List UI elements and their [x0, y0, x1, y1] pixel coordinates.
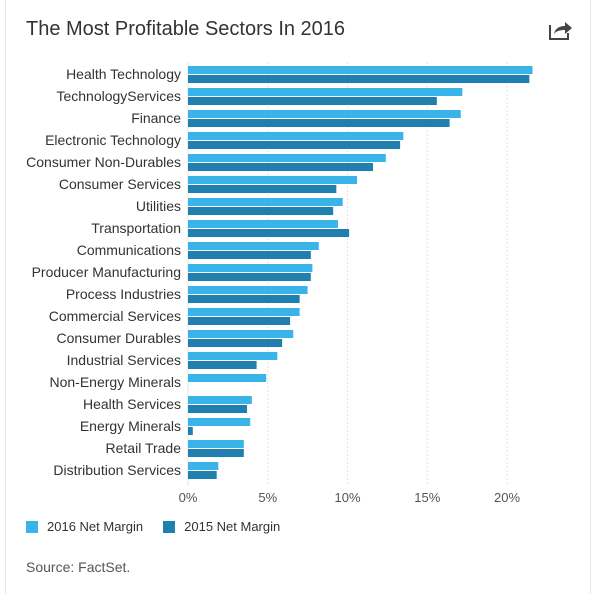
bar-chart: 0% 5% 10% 15% 20% Health Technology Technology…	[26, 62, 533, 505]
bar-2016	[188, 198, 343, 206]
bar-2016	[188, 330, 294, 338]
legend-swatch-2016	[26, 520, 38, 533]
category-label: Distribution Services	[53, 462, 181, 478]
category-label: Industrial Services	[67, 352, 181, 368]
category-label: Communications	[77, 242, 181, 258]
legend-label-2016: 2016 Net Margin	[47, 519, 144, 534]
bar-2016	[188, 308, 300, 316]
legend-swatch-2015	[163, 520, 176, 533]
category-label: Commercial Services	[49, 308, 181, 324]
x-tick-label: 20%	[494, 490, 520, 505]
bar-2015	[188, 251, 311, 259]
legend-item-2015[interactable]: 2015 Net Margin	[163, 519, 280, 534]
bar-2016	[188, 352, 278, 360]
bar-2016	[188, 462, 219, 470]
bar-2016	[188, 88, 463, 96]
category-label: Consumer Durables	[57, 330, 182, 346]
bar-2016	[188, 132, 404, 140]
category-label: Consumer Services	[59, 176, 181, 192]
source-note: Source: FactSet.	[26, 559, 131, 575]
bar-2016	[188, 418, 251, 426]
x-tick-label: 10%	[334, 490, 360, 505]
legend-item-2016[interactable]: 2016 Net Margin	[26, 519, 143, 534]
share-icon-graphic	[549, 22, 572, 40]
bar-2015	[188, 207, 334, 215]
bar-2015	[188, 339, 283, 347]
category-label: Utilities	[136, 198, 181, 214]
bar-2016	[188, 396, 252, 404]
x-tick-label: 5%	[258, 490, 277, 505]
category-label: Energy Minerals	[80, 418, 181, 434]
bar-2015	[188, 97, 437, 105]
bar-2016	[188, 264, 313, 272]
bar-2015	[188, 119, 450, 127]
bar-2016	[188, 374, 267, 382]
category-label: TechnologyServices	[56, 88, 181, 104]
share-icon[interactable]	[548, 19, 574, 41]
category-label: Finance	[131, 110, 181, 126]
bar-2015	[188, 471, 217, 479]
bar-2015	[188, 295, 300, 303]
bar-2015	[188, 141, 401, 149]
category-label: Health Technology	[66, 66, 181, 82]
category-label: Producer Manufacturing	[32, 264, 181, 280]
chart-card	[5, 0, 591, 594]
legend-label-2015: 2015 Net Margin	[184, 519, 281, 534]
bar-2015	[188, 229, 350, 237]
bar-2015	[188, 361, 257, 369]
x-tick-label: 15%	[414, 490, 440, 505]
bar-2016	[188, 242, 319, 250]
bar-2015	[188, 185, 337, 193]
bar-2016	[188, 66, 533, 74]
bar-2015	[188, 273, 311, 281]
bar-2016	[188, 286, 308, 294]
bar-2015	[188, 317, 291, 325]
bar-2015	[188, 449, 244, 457]
bar-2016	[188, 154, 386, 162]
bar-2015	[188, 163, 374, 171]
bar-2016	[188, 440, 244, 448]
bar-2016	[188, 110, 461, 118]
category-label: Retail Trade	[106, 440, 182, 456]
bar-2015	[188, 427, 193, 435]
chart-title: The Most Profitable Sectors In 2016	[26, 18, 346, 40]
bar-2016	[188, 176, 358, 184]
category-label: Health Services	[83, 396, 181, 412]
bar-2015	[188, 75, 530, 83]
legend: 2016 Net Margin 2015 Net Margin	[26, 519, 300, 534]
category-label: Transportation	[91, 220, 181, 236]
bar-2016	[188, 220, 338, 228]
bar-2015	[188, 405, 248, 413]
category-label: Electronic Technology	[45, 132, 181, 148]
category-label: Process Industries	[66, 286, 181, 302]
x-tick-label: 0%	[179, 490, 198, 505]
category-label: Consumer Non-Durables	[26, 154, 181, 170]
category-label: Non-Energy Minerals	[50, 374, 182, 390]
